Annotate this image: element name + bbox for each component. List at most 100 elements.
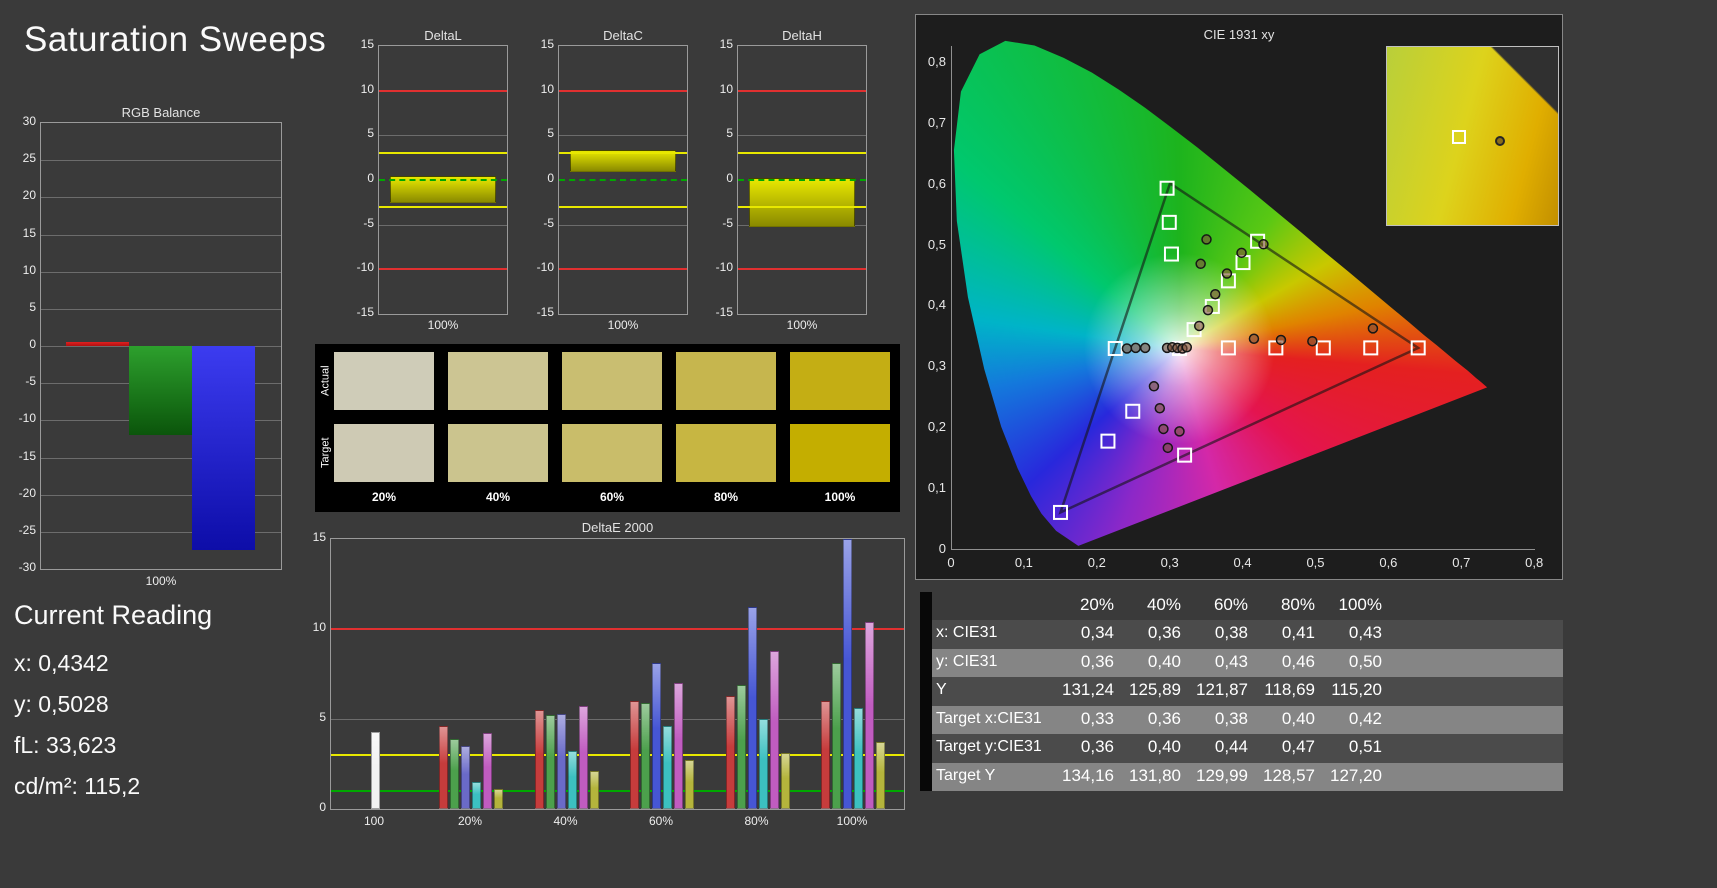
ref-line (559, 268, 687, 271)
ref-line (559, 179, 687, 181)
y-tick-label: 25 (22, 151, 36, 166)
gridline (41, 197, 281, 199)
table-row-label: Y (936, 681, 947, 699)
y-tick-label: 15 (312, 530, 326, 544)
deltae-bar (780, 753, 790, 809)
delta-c-chart (558, 45, 688, 315)
deltae-bar (589, 771, 599, 809)
gridline (738, 135, 866, 137)
table-cell: 0,33 (1080, 708, 1114, 728)
cie-y-tick: 0,3 (927, 358, 946, 374)
table-header-cell: 20% (1079, 595, 1114, 614)
table-cell: 0,36 (1080, 737, 1114, 757)
measurement-marker (1248, 333, 1260, 345)
table-cell: 131,80 (1129, 765, 1181, 785)
cie-y-tick: 0 (938, 541, 946, 556)
deltae-bar (758, 719, 768, 809)
y-tick-label: -5 (722, 215, 733, 230)
deltae-bar (725, 695, 735, 809)
deltae-bar (641, 702, 650, 809)
swatch-col-label: 20% (371, 490, 397, 504)
y-tick-label: 10 (360, 81, 374, 96)
rgb-bar-red (66, 342, 129, 346)
y-tick-label: 0 (547, 171, 554, 185)
y-tick-label: -10 (715, 260, 733, 275)
deltae-bar (832, 663, 841, 809)
measurement-marker (1174, 426, 1185, 437)
deltae-bar (876, 742, 885, 809)
table-cell: 134,16 (1062, 765, 1114, 785)
cie-x-axis-line (951, 549, 1535, 550)
rgb-balance-title: RGB Balance (121, 105, 201, 120)
deltae-bar (821, 701, 830, 809)
deltae-bar (736, 684, 746, 809)
cie-y-tick: 0,1 (927, 480, 946, 496)
cie-y-tick: 0,4 (927, 297, 946, 313)
table-row: y: CIE31 0,36 0,40 0,43 0,46 0,50 (932, 648, 1563, 678)
target-marker (1159, 180, 1175, 196)
gridline (41, 160, 281, 162)
saturation-table: 20% 40% 60% 80% 100% x: CIE31 0,34 0,36 0,38 0,41… (920, 592, 1563, 791)
deltae-bar (439, 726, 448, 809)
deltae-x-label: 80% (744, 814, 769, 828)
y-tick-label: -15 (715, 305, 733, 319)
y-tick-label: 0 (726, 171, 733, 185)
table-row-label: Target Y (936, 766, 996, 784)
y-tick-label: -10 (18, 411, 36, 426)
y-tick-label: 0 (29, 337, 36, 351)
deltae-bar (854, 708, 863, 809)
measurement-marker (1221, 268, 1233, 279)
table-row: Y 131,24 125,89 121,87 118,69 115,20 (932, 677, 1563, 706)
measurement-marker (1148, 381, 1160, 392)
deltae-bar (483, 733, 492, 809)
deltae-bar (461, 746, 470, 809)
measurement-marker (1181, 342, 1193, 353)
y-tick-label: 15 (22, 225, 36, 240)
measurement-marker (1307, 335, 1318, 347)
swatch-col-label: 80% (713, 490, 739, 504)
measurement-marker (1195, 258, 1206, 270)
deltae-bar (472, 782, 481, 809)
table-row-label: x: CIE31 (936, 624, 998, 642)
ref-line (379, 268, 507, 271)
deltae-bar (556, 713, 566, 809)
y-tick-label: 10 (540, 81, 554, 96)
ref-line (379, 205, 507, 208)
delta-h-title: DeltaH (782, 28, 822, 43)
table-cell: 0,43 (1348, 623, 1382, 643)
measurement-marker (1202, 304, 1214, 316)
deltae-x-label: 40% (553, 814, 578, 828)
table-cell: 118,69 (1264, 680, 1315, 700)
table-row: x: CIE31 0,34 0,36 0,38 0,41 0,43 (932, 620, 1563, 649)
y-tick-label: -30 (18, 560, 36, 574)
y-tick-label: 5 (726, 126, 733, 141)
rgb-balance-x-label: 100% (145, 574, 177, 588)
cie-x-tick: 0,7 (1452, 555, 1471, 570)
table-cell: 127,20 (1330, 765, 1382, 785)
cie-x-tick: 0,8 (1525, 555, 1544, 570)
table-cell: 125,89 (1129, 680, 1181, 700)
deltae-bar (747, 607, 757, 809)
swatch-row-label: Target (319, 437, 332, 469)
cie-y-tick: 0,2 (927, 419, 946, 435)
deltae-x-label: 100% (836, 814, 868, 828)
target-marker (1161, 214, 1177, 230)
measurement-marker (1139, 342, 1151, 354)
gridline (41, 494, 281, 496)
swatch-col-label: 100% (824, 490, 856, 504)
y-tick-label: 5 (29, 299, 36, 314)
deltae-bar (865, 621, 874, 809)
deltae-bar (685, 760, 694, 809)
rgb-balance-chart (40, 122, 282, 570)
y-tick-label: -5 (25, 374, 36, 389)
measurement-marker (1210, 289, 1221, 300)
cie-x-tick: 0,2 (1087, 555, 1106, 570)
gridline (41, 457, 281, 459)
y-tick-label: -20 (18, 485, 36, 500)
ref-line (738, 205, 866, 208)
deltae-bar (450, 738, 459, 809)
y-tick-label: 10 (719, 81, 733, 96)
delta-c-bar (570, 149, 676, 172)
target-marker (1125, 403, 1141, 419)
ref-line (559, 205, 687, 208)
